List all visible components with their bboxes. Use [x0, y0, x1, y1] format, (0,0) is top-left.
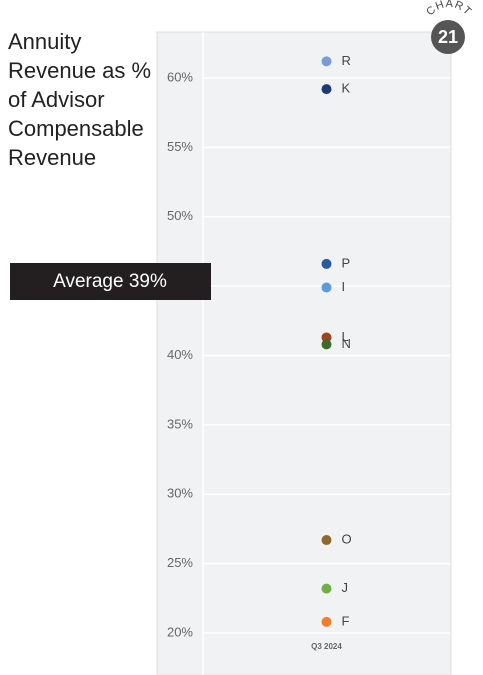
badge-number: 21	[438, 27, 458, 47]
point-label: J	[342, 580, 349, 595]
y-tick-label: 35%	[167, 416, 193, 431]
marks: RK PI LN O J F	[321, 53, 352, 628]
y-tick-label: 40%	[167, 347, 193, 362]
y-tick-label: 25%	[167, 555, 193, 570]
point-label: I	[342, 279, 346, 294]
chart-title: Annuity Revenue as % of Advisor Compensa…	[8, 29, 152, 170]
point-label: K	[342, 81, 351, 96]
point-label: O	[342, 531, 352, 546]
overlay: Average 39% 21 CHART	[10, 0, 474, 300]
badge-label: CHART	[424, 0, 474, 18]
y-tick-label: 50%	[167, 208, 193, 223]
dot	[321, 282, 332, 293]
y-tick-label: 20%	[167, 624, 193, 639]
dot	[321, 258, 332, 269]
dot	[321, 339, 332, 350]
dot	[321, 535, 332, 546]
dot	[321, 84, 332, 95]
plot-panel	[156, 31, 452, 675]
point-label: F	[342, 613, 350, 628]
point-label: R	[342, 53, 351, 68]
badge-circle	[431, 20, 465, 54]
average-box	[10, 263, 211, 300]
point-label: P	[342, 255, 351, 270]
y-tick-label: 55%	[167, 139, 193, 154]
point-label: N	[342, 336, 351, 351]
dot	[321, 616, 332, 627]
dot	[321, 56, 332, 67]
y-tick-label: 60%	[167, 69, 193, 84]
average-label: Average 39%	[53, 271, 167, 292]
point-label: L	[342, 329, 349, 344]
badge-label-path: CHART	[424, 0, 473, 18]
dot	[321, 332, 332, 343]
x-tick-label: Q3 2024	[311, 642, 342, 651]
grid: 20%25%30%35%40%45%50%55%60%Q3 2024	[167, 32, 450, 675]
dot	[321, 583, 332, 594]
y-tick-label: 30%	[167, 486, 193, 501]
